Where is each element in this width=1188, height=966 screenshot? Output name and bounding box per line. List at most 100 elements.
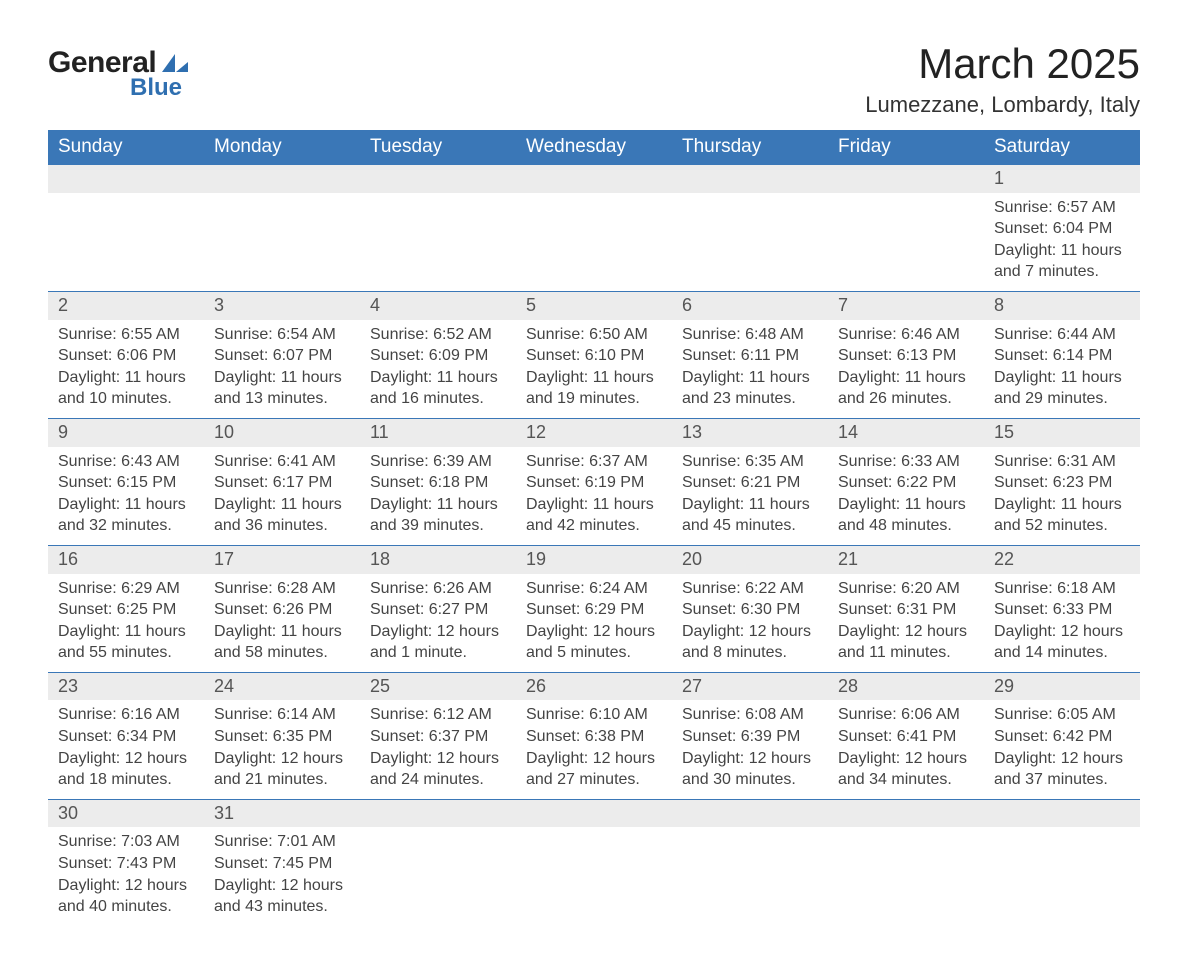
calendar-day-cell: [828, 799, 984, 925]
calendar-day-cell: [672, 799, 828, 925]
sunrise-line: Sunrise: 7:01 AM: [214, 831, 350, 853]
day-number: 3: [204, 292, 360, 320]
day-number: 24: [204, 673, 360, 701]
sunrise-line: Sunrise: 6:28 AM: [214, 578, 350, 600]
day-number: 8: [984, 292, 1140, 320]
daylight-line: Daylight: 11 hours and 45 minutes.: [682, 494, 818, 537]
day-number: 31: [204, 800, 360, 828]
sunset-line: Sunset: 6:41 PM: [838, 726, 974, 748]
day-details: Sunrise: 6:48 AMSunset: 6:11 PMDaylight:…: [672, 320, 828, 418]
day-number: 20: [672, 546, 828, 574]
day-number: 4: [360, 292, 516, 320]
daylight-line: Daylight: 12 hours and 24 minutes.: [370, 748, 506, 791]
calendar-day-cell: 20Sunrise: 6:22 AMSunset: 6:30 PMDayligh…: [672, 545, 828, 672]
calendar-day-cell: 16Sunrise: 6:29 AMSunset: 6:25 PMDayligh…: [48, 545, 204, 672]
day-details: Sunrise: 6:18 AMSunset: 6:33 PMDaylight:…: [984, 574, 1140, 672]
calendar-day-cell: [204, 165, 360, 292]
daylight-line: Daylight: 11 hours and 23 minutes.: [682, 367, 818, 410]
day-number: 9: [48, 419, 204, 447]
sunset-line: Sunset: 6:07 PM: [214, 345, 350, 367]
sunset-line: Sunset: 6:34 PM: [58, 726, 194, 748]
day-details: Sunrise: 6:06 AMSunset: 6:41 PMDaylight:…: [828, 700, 984, 798]
daylight-line: Daylight: 12 hours and 8 minutes.: [682, 621, 818, 664]
day-number: 27: [672, 673, 828, 701]
page-subtitle: Lumezzane, Lombardy, Italy: [865, 92, 1140, 118]
day-number: 14: [828, 419, 984, 447]
daylight-line: Daylight: 11 hours and 52 minutes.: [994, 494, 1130, 537]
sunrise-line: Sunrise: 6:35 AM: [682, 451, 818, 473]
sunset-line: Sunset: 6:37 PM: [370, 726, 506, 748]
weekday-header: Friday: [828, 130, 984, 165]
calendar-day-cell: 10Sunrise: 6:41 AMSunset: 6:17 PMDayligh…: [204, 418, 360, 545]
sunrise-line: Sunrise: 6:08 AM: [682, 704, 818, 726]
calendar-week-row: 9Sunrise: 6:43 AMSunset: 6:15 PMDaylight…: [48, 418, 1140, 545]
day-details: Sunrise: 6:22 AMSunset: 6:30 PMDaylight:…: [672, 574, 828, 672]
sunrise-line: Sunrise: 6:29 AM: [58, 578, 194, 600]
day-number: 11: [360, 419, 516, 447]
day-details: Sunrise: 6:43 AMSunset: 6:15 PMDaylight:…: [48, 447, 204, 545]
calendar-day-cell: 13Sunrise: 6:35 AMSunset: 6:21 PMDayligh…: [672, 418, 828, 545]
day-details: Sunrise: 6:46 AMSunset: 6:13 PMDaylight:…: [828, 320, 984, 418]
daylight-line: Daylight: 11 hours and 58 minutes.: [214, 621, 350, 664]
daylight-line: Daylight: 11 hours and 39 minutes.: [370, 494, 506, 537]
day-number: 10: [204, 419, 360, 447]
day-number: 1: [984, 165, 1140, 193]
day-details: Sunrise: 6:52 AMSunset: 6:09 PMDaylight:…: [360, 320, 516, 418]
sunset-line: Sunset: 6:15 PM: [58, 472, 194, 494]
day-details: Sunrise: 7:03 AMSunset: 7:43 PMDaylight:…: [48, 827, 204, 925]
calendar-day-cell: 12Sunrise: 6:37 AMSunset: 6:19 PMDayligh…: [516, 418, 672, 545]
calendar-day-cell: [360, 799, 516, 925]
day-details: Sunrise: 6:14 AMSunset: 6:35 PMDaylight:…: [204, 700, 360, 798]
calendar-day-cell: 7Sunrise: 6:46 AMSunset: 6:13 PMDaylight…: [828, 291, 984, 418]
sunrise-line: Sunrise: 6:14 AM: [214, 704, 350, 726]
daylight-line: Daylight: 11 hours and 48 minutes.: [838, 494, 974, 537]
day-number: 6: [672, 292, 828, 320]
sunrise-line: Sunrise: 6:33 AM: [838, 451, 974, 473]
day-details: Sunrise: 6:33 AMSunset: 6:22 PMDaylight:…: [828, 447, 984, 545]
calendar-day-cell: 29Sunrise: 6:05 AMSunset: 6:42 PMDayligh…: [984, 672, 1140, 799]
daylight-line: Daylight: 12 hours and 1 minute.: [370, 621, 506, 664]
page-header: General Blue March 2025 Lumezzane, Lomba…: [48, 40, 1140, 118]
sunset-line: Sunset: 6:14 PM: [994, 345, 1130, 367]
calendar-day-cell: 17Sunrise: 6:28 AMSunset: 6:26 PMDayligh…: [204, 545, 360, 672]
weekday-header-row: Sunday Monday Tuesday Wednesday Thursday…: [48, 130, 1140, 165]
day-number-empty: [204, 165, 360, 193]
day-details: Sunrise: 6:31 AMSunset: 6:23 PMDaylight:…: [984, 447, 1140, 545]
sunrise-line: Sunrise: 6:22 AM: [682, 578, 818, 600]
day-number-empty: [516, 800, 672, 828]
sunrise-line: Sunrise: 6:16 AM: [58, 704, 194, 726]
sunrise-line: Sunrise: 6:55 AM: [58, 324, 194, 346]
day-details: Sunrise: 6:26 AMSunset: 6:27 PMDaylight:…: [360, 574, 516, 672]
day-details: Sunrise: 6:16 AMSunset: 6:34 PMDaylight:…: [48, 700, 204, 798]
daylight-line: Daylight: 11 hours and 16 minutes.: [370, 367, 506, 410]
sunrise-line: Sunrise: 6:05 AM: [994, 704, 1130, 726]
calendar-day-cell: 22Sunrise: 6:18 AMSunset: 6:33 PMDayligh…: [984, 545, 1140, 672]
sunrise-line: Sunrise: 6:52 AM: [370, 324, 506, 346]
daylight-line: Daylight: 11 hours and 29 minutes.: [994, 367, 1130, 410]
sunset-line: Sunset: 6:18 PM: [370, 472, 506, 494]
calendar-day-cell: [516, 165, 672, 292]
calendar-day-cell: [984, 799, 1140, 925]
calendar-day-cell: [672, 165, 828, 292]
sunrise-line: Sunrise: 6:50 AM: [526, 324, 662, 346]
day-number-empty: [516, 165, 672, 193]
day-number: 23: [48, 673, 204, 701]
calendar-day-cell: 11Sunrise: 6:39 AMSunset: 6:18 PMDayligh…: [360, 418, 516, 545]
day-number: 21: [828, 546, 984, 574]
sunrise-line: Sunrise: 6:20 AM: [838, 578, 974, 600]
sunrise-line: Sunrise: 6:26 AM: [370, 578, 506, 600]
calendar-day-cell: 14Sunrise: 6:33 AMSunset: 6:22 PMDayligh…: [828, 418, 984, 545]
sunset-line: Sunset: 7:43 PM: [58, 853, 194, 875]
daylight-line: Daylight: 11 hours and 55 minutes.: [58, 621, 194, 664]
calendar-body: 1Sunrise: 6:57 AMSunset: 6:04 PMDaylight…: [48, 165, 1140, 926]
sunrise-line: Sunrise: 6:06 AM: [838, 704, 974, 726]
day-number: 13: [672, 419, 828, 447]
calendar-week-row: 2Sunrise: 6:55 AMSunset: 6:06 PMDaylight…: [48, 291, 1140, 418]
page-title: March 2025: [865, 40, 1140, 88]
brand-logo: General Blue: [48, 40, 188, 102]
daylight-line: Daylight: 11 hours and 10 minutes.: [58, 367, 194, 410]
sunrise-line: Sunrise: 6:44 AM: [994, 324, 1130, 346]
day-details: Sunrise: 6:54 AMSunset: 6:07 PMDaylight:…: [204, 320, 360, 418]
sunset-line: Sunset: 6:35 PM: [214, 726, 350, 748]
day-details: Sunrise: 6:35 AMSunset: 6:21 PMDaylight:…: [672, 447, 828, 545]
